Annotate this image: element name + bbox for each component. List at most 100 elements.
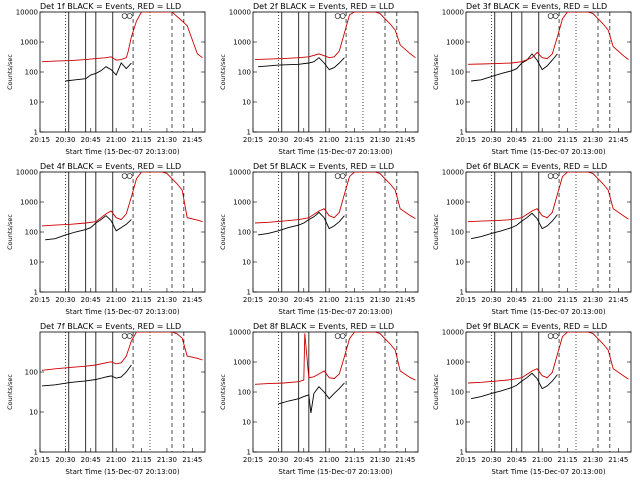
x-tick-label: 20:15 (456, 136, 476, 144)
top-mark (547, 13, 554, 19)
x-tick-label: 21:00 (532, 136, 552, 144)
plot-frame (465, 331, 632, 453)
top-mark (552, 13, 559, 19)
y-tick-label: 1000 (233, 199, 251, 207)
chart-title: Det 6f BLACK = Events, RED = LLD (466, 162, 607, 171)
y-tick-label: 1000 (233, 39, 251, 47)
x-tick-label: 20:15 (456, 296, 476, 304)
top-mark (339, 173, 346, 179)
y-tick-label: 1 (460, 289, 464, 297)
x-tick-label: 21:15 (557, 136, 577, 144)
y-tick-label: 10000 (442, 169, 464, 177)
top-mark (547, 173, 554, 179)
events-series-line (258, 57, 345, 71)
y-axis-label: Counts/sec (6, 214, 14, 250)
y-axis-label: Counts/sec (432, 214, 440, 250)
y-tick-label: 10000 (442, 329, 464, 337)
x-tick-label: 20:45 (81, 296, 101, 304)
x-tick-label: 20:45 (294, 296, 314, 304)
top-mark (334, 13, 341, 19)
y-tick-label: 100 (25, 69, 38, 77)
x-tick-label: 21:45 (608, 456, 628, 464)
y-tick-label: 100 (238, 69, 251, 77)
x-tick-label: 21:00 (106, 296, 126, 304)
y-tick-label: 1 (460, 449, 464, 457)
y-tick-label: 10 (29, 409, 38, 417)
lld-series-line (467, 172, 629, 223)
x-tick-label: 21:45 (395, 296, 415, 304)
detector-chart: Det 9f BLACK = Events, RED = LLD Counts/s… (432, 322, 632, 476)
y-tick-label: 1 (34, 289, 38, 297)
x-tick-label: 21:30 (157, 296, 177, 304)
x-tick-label: 21:45 (608, 296, 628, 304)
detector-chart: Det 4f BLACK = Events, RED = LLD Counts/s… (6, 162, 206, 316)
x-tick-label: 21:45 (395, 456, 415, 464)
y-tick-label: 1000 (446, 199, 464, 207)
x-tick-label: 20:15 (243, 136, 263, 144)
detector-chart: Det 8f BLACK = Events, RED = LLD Counts/s… (219, 322, 419, 476)
x-tick-label: 21:15 (131, 456, 151, 464)
x-tick-label: 20:15 (30, 296, 50, 304)
top-mark (552, 333, 559, 339)
y-tick-label: 1 (247, 449, 251, 457)
x-tick-label: 21:30 (157, 136, 177, 144)
x-tick-label: 21:30 (370, 456, 390, 464)
y-tick-label: 1000 (20, 199, 38, 207)
detector-chart: Det 1f BLACK = Events, RED = LLD Counts/s… (6, 2, 206, 156)
y-axis-label: Counts/sec (6, 374, 14, 410)
y-tick-label: 100 (238, 229, 251, 237)
x-axis-label: Start Time (15-Dec-07 20:13:00) (65, 308, 179, 316)
x-tick-label: 21:00 (532, 296, 552, 304)
events-series-line (41, 364, 132, 387)
x-tick-label: 20:15 (456, 456, 476, 464)
top-mark (334, 173, 341, 179)
y-tick-label: 10 (242, 99, 251, 107)
top-mark (552, 173, 559, 179)
top-mark (121, 13, 128, 19)
chart-title: Det 4f BLACK = Events, RED = LLD (40, 162, 181, 171)
plot-frame (465, 171, 632, 293)
detector-chart: Det 2f BLACK = Events, RED = LLD Counts/s… (219, 2, 419, 156)
top-mark (126, 173, 133, 179)
y-tick-label: 100 (451, 229, 464, 237)
x-tick-label: 21:00 (106, 456, 126, 464)
y-tick-label: 10 (455, 259, 464, 267)
x-tick-label: 21:45 (395, 136, 415, 144)
y-tick-label: 10 (455, 99, 464, 107)
x-tick-label: 20:15 (30, 456, 50, 464)
plot-frame (252, 171, 419, 293)
x-tick-label: 21:15 (344, 296, 364, 304)
x-axis-label: Start Time (15-Dec-07 20:13:00) (65, 148, 179, 156)
x-tick-label: 20:30 (268, 456, 288, 464)
y-tick-label: 10000 (442, 9, 464, 17)
x-axis-label: Start Time (15-Dec-07 20:13:00) (491, 148, 605, 156)
events-series-line (278, 382, 345, 414)
x-tick-label: 20:45 (507, 296, 527, 304)
events-series-line (258, 211, 345, 236)
events-series-line (471, 372, 558, 400)
plot-frame (39, 171, 206, 293)
chart-title: Det 2f BLACK = Events, RED = LLD (253, 2, 394, 11)
top-mark (339, 333, 346, 339)
x-tick-label: 21:00 (106, 136, 126, 144)
chart-title: Det 9f BLACK = Events, RED = LLD (466, 322, 607, 331)
y-tick-label: 100 (25, 369, 38, 377)
plot-frame (252, 11, 419, 133)
top-mark (339, 13, 346, 19)
y-axis-label: Counts/sec (6, 54, 14, 90)
detector-chart: Det 7f BLACK = Events, RED = LLD Counts/s… (6, 322, 206, 476)
x-tick-label: 21:45 (608, 136, 628, 144)
y-tick-label: 1 (247, 289, 251, 297)
x-axis-label: Start Time (15-Dec-07 20:13:00) (491, 308, 605, 316)
lld-series-line (254, 332, 416, 385)
y-tick-label: 100 (451, 389, 464, 397)
y-axis-label: Counts/sec (219, 374, 227, 410)
top-mark (334, 333, 341, 339)
x-tick-label: 21:15 (557, 296, 577, 304)
x-tick-label: 21:00 (532, 456, 552, 464)
y-tick-label: 100 (25, 229, 38, 237)
plot-frame (39, 11, 206, 133)
x-tick-label: 20:30 (481, 136, 501, 144)
lld-series-line (41, 172, 203, 227)
detector-chart: Det 6f BLACK = Events, RED = LLD Counts/s… (432, 162, 632, 316)
